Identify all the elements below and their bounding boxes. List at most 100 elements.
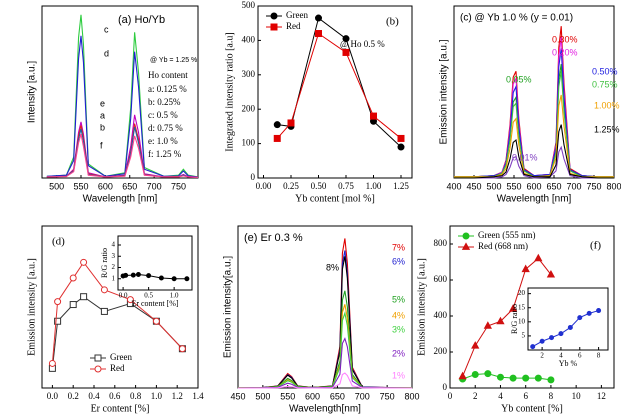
x-tick-label: 0.2	[68, 391, 79, 401]
x-axis-label: Yb content [mol %]	[295, 193, 375, 204]
x-tick-label: 600	[526, 181, 541, 191]
legend-label: Red	[110, 363, 125, 373]
y-tick-label: 20	[518, 289, 526, 297]
curve-label: 0.75%	[592, 79, 618, 89]
marker	[135, 271, 141, 277]
marker	[315, 30, 322, 38]
marker	[458, 371, 467, 380]
panel-title: (b)	[386, 16, 399, 28]
x-axis-label: Wavelength[nm]	[289, 404, 361, 415]
marker	[577, 315, 583, 321]
curve-label: f	[100, 140, 103, 150]
y-tick-label: 500	[242, 0, 256, 10]
x-tick-label: 700	[147, 181, 162, 191]
annotation: @ Ho 0.5 %	[340, 39, 385, 49]
marker	[522, 374, 530, 382]
x-axis-label: Yb content [%]	[501, 403, 563, 414]
x-tick-label: 1.25	[393, 181, 409, 191]
x-tick-label: 800	[404, 391, 419, 401]
x-tick-label: 0.50	[311, 181, 327, 191]
marker	[471, 341, 480, 349]
marker	[94, 354, 102, 362]
marker	[534, 253, 543, 262]
marker	[462, 232, 470, 240]
marker	[270, 12, 278, 20]
marker	[397, 143, 405, 151]
panel-title: (f)	[590, 240, 601, 252]
marker	[342, 48, 350, 56]
curve-label: 0.01%	[512, 152, 538, 162]
marker	[80, 293, 88, 301]
panel-title: (a) Ho/Yb	[118, 14, 165, 26]
series-line	[46, 14, 199, 178]
marker	[539, 338, 545, 344]
series-line	[46, 35, 199, 178]
annotation: f: 1.25 %	[148, 149, 182, 159]
marker	[484, 370, 492, 378]
y-tick-label: 600	[434, 274, 448, 284]
marker	[100, 307, 108, 315]
marker	[54, 298, 62, 306]
plot-frame	[453, 5, 615, 179]
x-tick-label: 8	[549, 391, 554, 401]
curve-label: 6%	[392, 256, 405, 266]
curve-label: 0.20%	[552, 47, 578, 57]
x-tick-label: 6	[578, 352, 582, 360]
x-tick-label: 0.0	[119, 292, 128, 300]
series-line	[454, 145, 614, 179]
y-tick-label: 5	[522, 332, 526, 340]
marker	[483, 321, 492, 329]
x-tick-label: 0.00	[256, 181, 272, 191]
x-tick-label: 10	[572, 391, 582, 401]
plot-frame	[117, 235, 193, 291]
x-tick-label: 1.2	[172, 391, 183, 401]
annotation: a: 0.125 %	[148, 84, 187, 94]
marker	[546, 269, 556, 278]
marker	[94, 365, 102, 373]
x-tick-label: 550	[73, 181, 88, 191]
legend-label: Red	[286, 21, 301, 31]
marker	[530, 344, 536, 350]
x-tick-label: 500	[486, 181, 501, 191]
series-line	[46, 133, 199, 178]
curve-label: c	[104, 24, 109, 34]
marker	[48, 359, 56, 367]
x-tick-label: 1.0	[151, 391, 163, 401]
x-tick-label: 0.8	[130, 391, 142, 401]
legend-label: Green	[286, 10, 308, 20]
x-tick-label: 800	[606, 181, 621, 191]
x-tick-label: 650	[546, 181, 561, 191]
marker	[100, 286, 108, 294]
curve-label: 1%	[392, 370, 405, 380]
annotation: @ Yb = 1.25 %	[150, 57, 197, 64]
y-tick-label: 10	[518, 317, 526, 325]
y-axis-label: Intensity [a.u.]	[27, 61, 38, 123]
marker	[123, 272, 129, 278]
marker	[270, 23, 278, 31]
legend-label: Green (555 nm)	[478, 230, 535, 240]
x-tick-label: 500	[49, 181, 64, 191]
curve-label: b	[100, 122, 105, 132]
x-tick-label: 1.00	[366, 181, 382, 191]
curve-label: 0.50%	[592, 66, 618, 76]
marker	[273, 134, 281, 142]
marker	[315, 14, 322, 22]
x-tick-label: 2	[473, 391, 478, 401]
x-tick-label: 4	[498, 391, 503, 401]
marker	[130, 272, 136, 278]
y-axis-label: Emission intensity [a.u.]	[416, 258, 427, 356]
marker	[370, 112, 377, 120]
y-tick-label: 15	[518, 303, 526, 311]
x-tick-label: 750	[380, 391, 395, 401]
annotation: Ho content	[148, 70, 188, 80]
x-tick-label: 550	[506, 181, 521, 191]
y-tick-label: 0	[443, 382, 448, 392]
y-tick-label: 400	[434, 310, 448, 320]
x-tick-label: 0.25	[283, 181, 299, 191]
curve-label: e	[100, 98, 105, 108]
plot-frame	[257, 5, 413, 179]
panel-title: (d)	[52, 236, 65, 248]
series-line	[454, 94, 614, 178]
marker	[146, 273, 152, 279]
y-axis-label: Emission intensity[a.u.]	[223, 256, 234, 358]
